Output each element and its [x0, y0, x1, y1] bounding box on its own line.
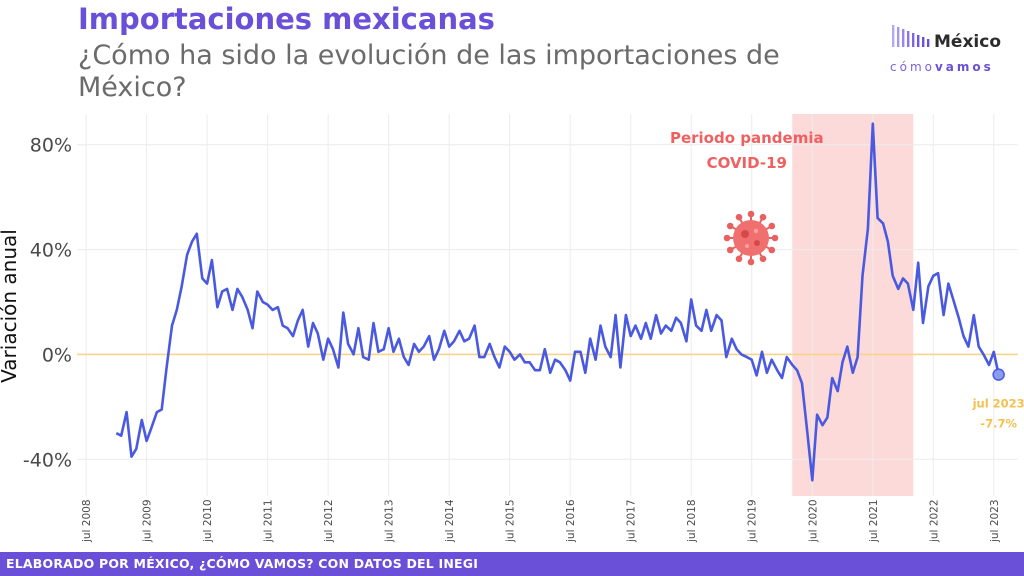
x-tick-label: jul 2014: [444, 499, 456, 543]
x-tick-label: jul 2009: [142, 499, 154, 543]
x-tick-label: jul 2015: [505, 499, 517, 543]
pandemic-band: [792, 114, 914, 496]
x-tick-label: jul 2011: [263, 499, 275, 543]
x-tick-label: jul 2016: [565, 499, 577, 543]
logo-subtitle: cómovamos: [890, 60, 994, 74]
y-tick-label: -40%: [23, 449, 72, 471]
band-label-line-1: Periodo pandemia: [670, 129, 824, 147]
y-tick-label: 80%: [30, 135, 72, 157]
end-point-marker: [992, 368, 1005, 381]
y-axis-label: Variación anual: [0, 229, 21, 383]
logo-sub-vamos: vamos: [934, 60, 994, 74]
x-tick-label: jul 2023: [989, 499, 1001, 543]
x-tick-label: jul 2017: [626, 499, 638, 543]
x-axis: jul 2008 jul 2009 jul 2010 jul 2011 jul 2012…: [81, 499, 1001, 543]
y-tick-label: 0%: [42, 344, 72, 366]
covid-virus-icon: [723, 210, 779, 266]
logo-bars-icon: [892, 25, 930, 47]
x-tick-label: jul 2010: [202, 499, 214, 543]
footer-bar: ELABORADO POR MÉXICO, ¿CÓMO VAMOS? CON D…: [0, 552, 1024, 576]
x-tick-label: jul 2021: [868, 499, 880, 543]
y-tick-label: 40%: [30, 240, 72, 262]
y-axis: -40% 0% 40% 80%: [23, 135, 72, 472]
x-tick-label: jul 2022: [928, 499, 940, 543]
end-label-date: jul 2023: [972, 397, 1024, 411]
x-tick-label: jul 2020: [807, 499, 819, 543]
chart-subtitle: ¿Cómo ha sido la evolución de las import…: [78, 40, 780, 103]
series-line: [115, 122, 1000, 482]
logo-word: México: [934, 32, 1001, 52]
x-tick-label: jul 2013: [384, 499, 396, 543]
import-variation-chart: -40%0%40%80% jul 2008 jul 2009 jul 2010 jul…: [0, 114, 1024, 543]
end-label-value: -7.7%: [980, 417, 1017, 431]
x-tick-label: jul 2008: [81, 499, 93, 543]
x-tick-label: jul 2019: [747, 499, 759, 543]
mexico-como-vamos-logo: México cómovamos: [886, 22, 1006, 82]
band-label-line-2: COVID-19: [707, 154, 787, 172]
x-tick-label: jul 2012: [323, 499, 335, 543]
logo-sub-como: cómo: [890, 60, 935, 74]
chart-title: Importaciones mexicanas: [78, 2, 495, 36]
footer-credit: ELABORADO POR MÉXICO, ¿CÓMO VAMOS? CON D…: [6, 556, 479, 571]
x-tick-label: jul 2018: [686, 499, 698, 543]
